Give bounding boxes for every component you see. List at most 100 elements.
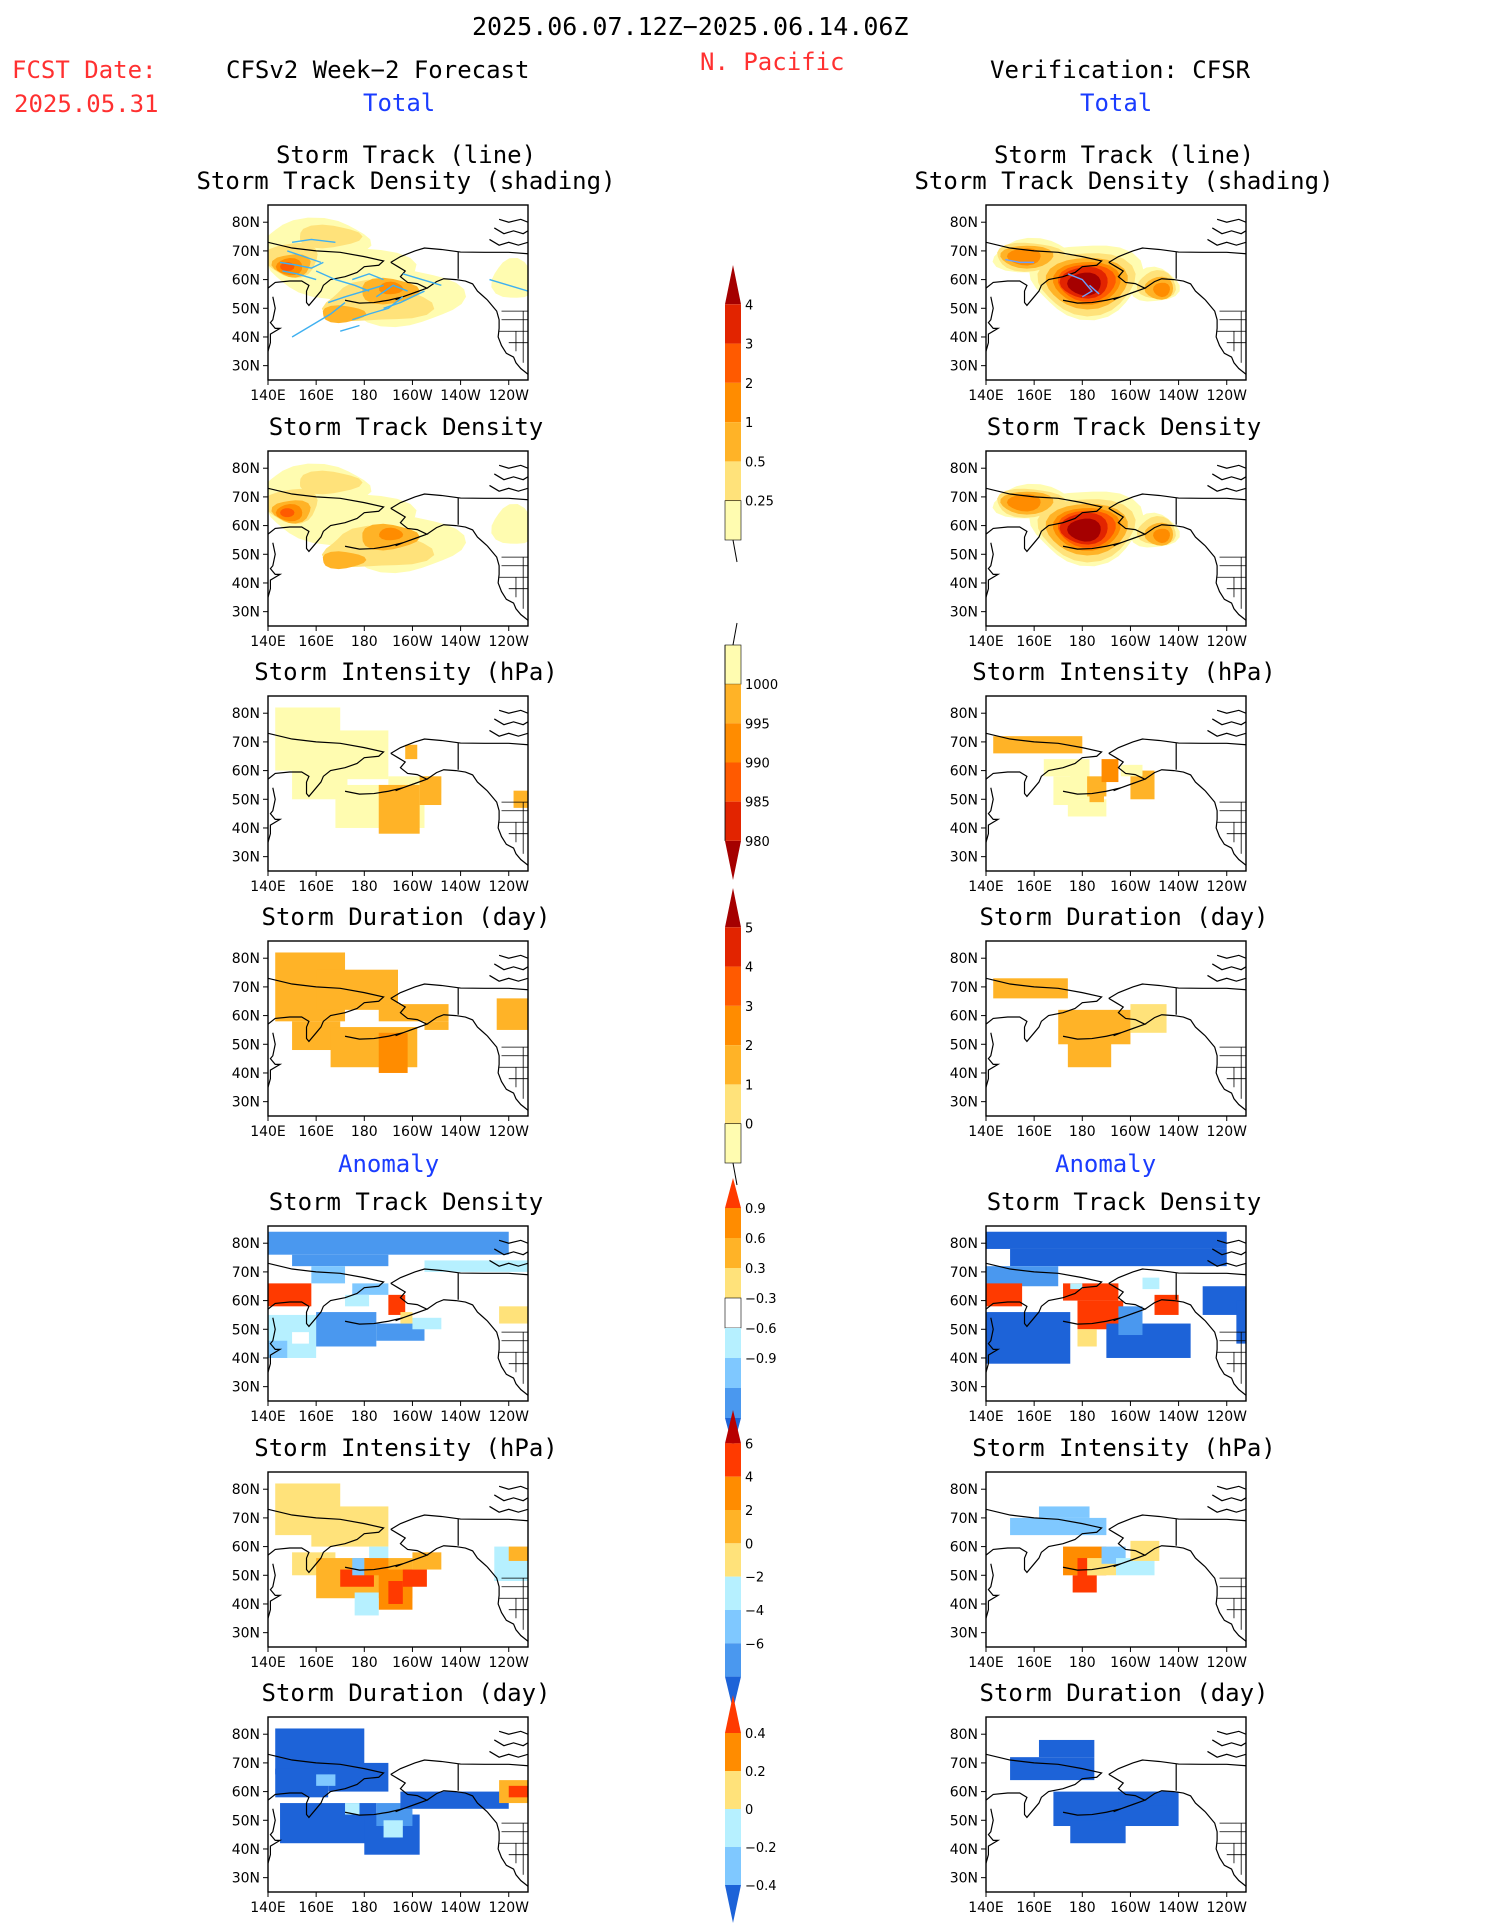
lat-tick-label: 60N	[232, 764, 260, 780]
coastline	[1108, 1528, 1147, 1568]
lon-tick-label: 160W	[392, 1655, 433, 1671]
panel-title: Storm Duration (day)	[904, 904, 1344, 931]
coastline	[344, 296, 403, 304]
grid-cell	[268, 1231, 509, 1255]
lon-tick-label: 140E	[250, 388, 286, 404]
colorbar-label: 3	[745, 338, 753, 353]
coastline	[493, 227, 528, 235]
colorbar-density: 4 3 2 1 0.5 0.25	[724, 265, 774, 563]
panel-title: Storm Track Density	[186, 413, 626, 441]
coastline	[986, 1032, 1001, 1088]
grid-cell	[508, 1546, 528, 1561]
colorbar-label: 985	[745, 796, 770, 811]
panel-title: Storm Track Density	[904, 414, 1344, 441]
coastline	[1211, 718, 1246, 726]
storm-track-line	[1005, 258, 1035, 264]
lat-tick-label: 80N	[232, 951, 260, 967]
lon-tick-label: 160W	[392, 879, 433, 895]
colorbar-segment	[725, 762, 741, 802]
lon-tick-label: 180	[351, 1900, 378, 1916]
coastline	[986, 732, 1103, 798]
map-frame	[985, 695, 1247, 872]
lon-tick-label: 140E	[250, 1900, 286, 1916]
panel-title-line: Storm Track Density	[986, 1188, 1262, 1216]
colorbar-segment	[725, 1045, 741, 1085]
coastline	[1207, 1259, 1246, 1267]
lon-tick-label: 120W	[488, 1409, 529, 1425]
lon-tick-label: 160E	[1016, 388, 1052, 404]
lon-tick-label: 160E	[1016, 1900, 1052, 1916]
grid-cell	[508, 1785, 528, 1798]
map-panel: 80N 70N 60N 50N 40N 30N 140E 160E 180 160W 140W 120…	[232, 940, 529, 1140]
lon-tick-label: 160W	[392, 1409, 433, 1425]
colorbar-segment	[725, 1847, 741, 1885]
grid-cell	[316, 1312, 377, 1347]
coastline	[1204, 1566, 1246, 1642]
lat-tick-label: 80N	[232, 706, 260, 722]
colorbar-segment	[725, 1443, 741, 1477]
grid-cell	[378, 784, 420, 834]
coastline	[498, 709, 528, 714]
lat-tick-label: 30N	[232, 359, 260, 375]
grid-cell	[1010, 1517, 1107, 1536]
coastline	[390, 1759, 528, 1775]
grid-cell	[1010, 1248, 1227, 1267]
panel-title: Storm Track Density	[186, 1188, 626, 1216]
coastline	[268, 1563, 283, 1619]
panel-title-line: Storm Track Density	[268, 1188, 544, 1216]
panel-title-line: Storm Track Density	[268, 413, 544, 441]
lon-tick-label: 140W	[1158, 1900, 1199, 1916]
coastline	[1108, 1773, 1147, 1813]
lat-tick-label: 60N	[950, 1540, 978, 1556]
lon-tick-label: 160W	[1110, 1409, 1151, 1425]
coastline	[1108, 1514, 1246, 1530]
coastline	[498, 1485, 528, 1490]
lat-tick-label: 80N	[950, 461, 978, 477]
coastline	[489, 238, 528, 246]
lon-tick-label: 120W	[1206, 634, 1247, 650]
colorbar-label: −0.6	[745, 1322, 777, 1337]
panel-title: Storm Intensity (hPa)	[186, 659, 626, 686]
coastline	[1108, 1268, 1246, 1284]
density-contour	[379, 527, 404, 541]
coastline	[1207, 729, 1246, 737]
lon-tick-label: 160E	[298, 1409, 334, 1425]
panel-title: Storm Duration (day)	[186, 1680, 626, 1707]
density-contour	[1153, 282, 1170, 298]
density-contour	[1067, 518, 1101, 542]
grid-cell	[383, 1820, 403, 1838]
map-panel: 80N 70N 60N 50N 40N 30N 140E 160E 180 160W 140W 120…	[232, 204, 529, 404]
colorbar-label: 2	[745, 1504, 753, 1519]
lat-tick-label: 40N	[232, 1842, 260, 1858]
lat-tick-label: 50N	[232, 1037, 260, 1053]
lat-tick-label: 80N	[950, 215, 978, 231]
map-panel: 80N 70N 60N 50N 40N 30N 140E 160E 180 160W 140W 120…	[950, 450, 1247, 650]
coastline	[498, 954, 528, 959]
lat-tick-label: 60N	[232, 273, 260, 289]
right-anomaly-label: Anomaly	[1055, 1150, 1157, 1178]
coastline	[486, 790, 528, 866]
panel-title-line: Storm Track Density (shading)	[196, 166, 616, 195]
left-anomaly-label: Anomaly	[338, 1150, 440, 1178]
lat-tick-label: 80N	[232, 1236, 260, 1252]
lat-tick-label: 30N	[232, 1095, 260, 1111]
lat-tick-label: 60N	[950, 1785, 978, 1801]
colorbar-label: 1	[745, 1078, 753, 1093]
grid-cell	[513, 790, 528, 808]
coastline	[390, 493, 528, 509]
map-frame	[267, 204, 529, 381]
lat-tick-label: 50N	[950, 1322, 978, 1338]
lon-tick-label: 140E	[968, 1124, 1004, 1140]
colorbar-segment	[725, 1328, 741, 1358]
map-frame	[985, 1471, 1247, 1648]
coastline	[986, 241, 1103, 307]
colorbar-label: 1	[745, 416, 753, 431]
coastline	[489, 1750, 528, 1758]
lon-tick-label: 180	[351, 1124, 378, 1140]
colorbar-label: 0.5	[745, 455, 766, 470]
coastline	[1144, 769, 1206, 792]
colorbar-label: 2	[745, 377, 753, 392]
lon-tick-label: 140W	[1158, 388, 1199, 404]
colorbar-segment	[725, 1238, 741, 1268]
coastline	[986, 296, 1001, 352]
